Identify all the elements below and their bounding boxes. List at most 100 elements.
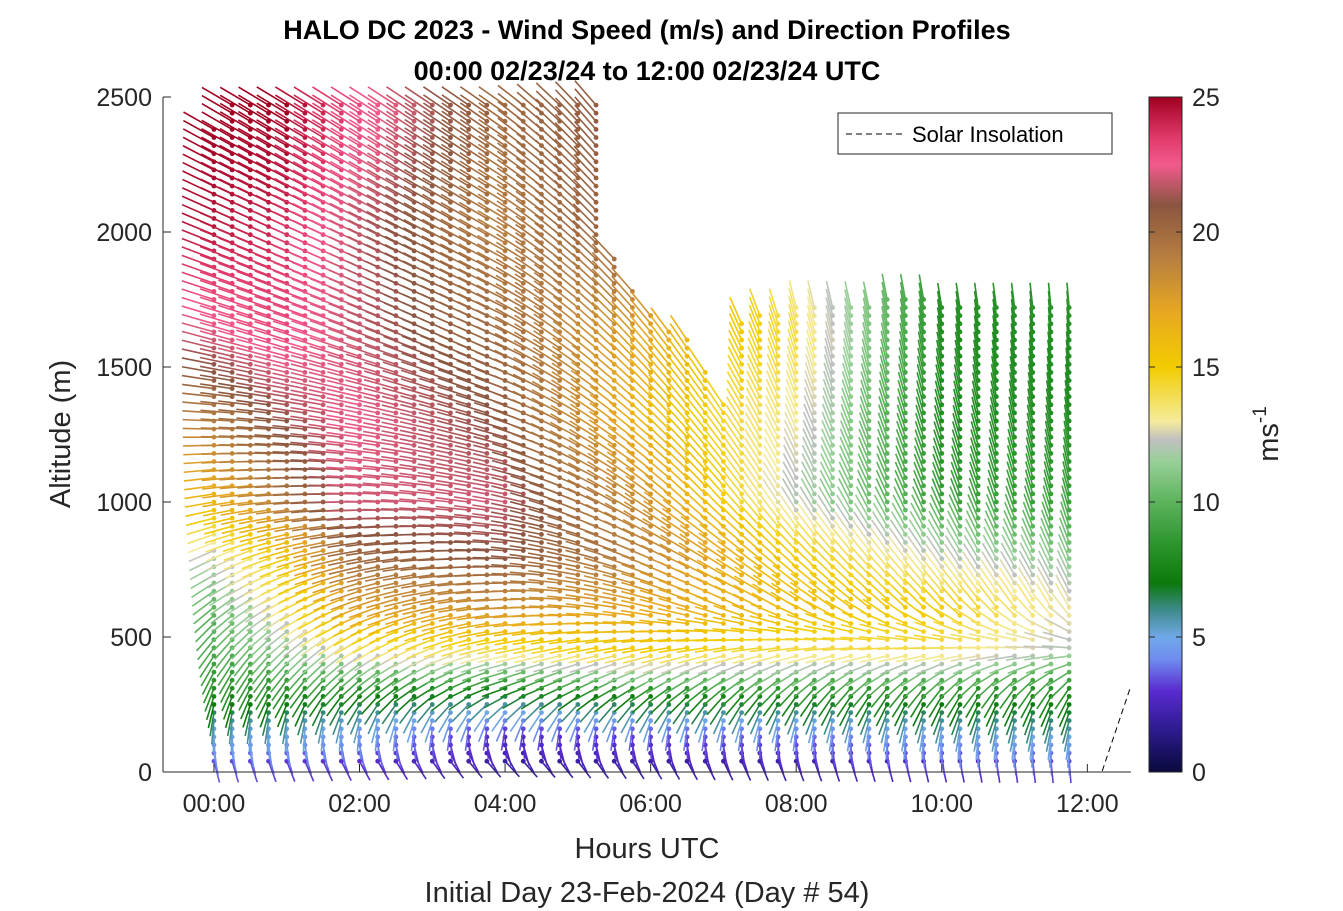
wind-barb (240, 540, 271, 552)
wind-barb (199, 321, 235, 335)
wind-barb (236, 355, 271, 367)
wind-barb (217, 347, 253, 359)
wind-barb (193, 604, 217, 625)
wind-barb (265, 637, 290, 658)
colorbar-tick-label: 20 (1192, 219, 1220, 247)
wind-barb (264, 629, 290, 650)
wind-barb (221, 515, 253, 526)
wind-barb (217, 661, 235, 686)
wind-barb (259, 564, 290, 578)
wind-barb (276, 702, 290, 728)
wind-barb (200, 383, 235, 391)
x-tick-label: 04:00 (474, 790, 537, 818)
wind-barb (199, 356, 235, 367)
wind-barb (217, 329, 253, 343)
chart-subtitle-initial-day: Initial Day 23-Feb-2024 (Day # 54) (425, 877, 870, 909)
x-tick-label: 00:00 (183, 790, 246, 818)
wind-barb (257, 532, 290, 542)
y-tick-label: 1000 (96, 489, 152, 517)
wind-barb (238, 94, 271, 116)
wind-barb (200, 391, 235, 400)
wind-barb (230, 629, 253, 651)
wind-barb (182, 392, 217, 400)
wind-barb (259, 556, 290, 569)
colorbar-label-superscript: -1 (1250, 406, 1271, 423)
wind-barb (238, 507, 271, 516)
wind-barb (202, 507, 235, 517)
wind-barb (240, 694, 253, 720)
wind-barb (236, 373, 271, 383)
colorbar-tick-label: 5 (1192, 624, 1206, 652)
wind-barb (199, 313, 235, 327)
wind-barb (185, 515, 217, 527)
wind-barb (218, 400, 253, 408)
wind-barb (211, 613, 235, 633)
wind-barb (202, 499, 235, 508)
wind-barb (218, 391, 253, 400)
wind-barb (184, 491, 217, 500)
wind-barb (222, 540, 253, 553)
x-tick-label: 06:00 (619, 790, 682, 818)
wind-barb (181, 365, 217, 375)
wind-barb (220, 507, 253, 516)
wind-barb (238, 86, 271, 108)
colorbar-tick-label: 25 (1192, 84, 1220, 112)
y-tick-label: 0 (138, 759, 152, 787)
wind-barb (205, 540, 235, 553)
y-axis-label: Altitude (m) (45, 360, 77, 508)
wind-barb (217, 321, 253, 335)
x-tick-label: 12:00 (1056, 790, 1119, 818)
wind-barb (261, 710, 271, 736)
wind-barb (199, 365, 235, 375)
wind-barb (181, 330, 217, 343)
wind-barb (259, 702, 271, 728)
wind-barb (254, 677, 271, 702)
chart-title-line2: 00:00 02/23/24 to 12:00 02/23/24 UTC (414, 56, 881, 86)
wind-barb (192, 596, 217, 616)
wind-barb (217, 338, 253, 351)
wind-barb (186, 523, 217, 536)
wind-barb (187, 532, 217, 545)
y-tick-label: 2500 (96, 84, 152, 112)
wind-barb (236, 364, 271, 375)
wind-barb (218, 669, 235, 695)
wind-barb (256, 515, 290, 524)
wind-barb (236, 408, 271, 416)
wind-barb (238, 685, 253, 711)
wind-barb (199, 330, 235, 343)
wind-barb (199, 374, 235, 383)
wind-barb (241, 556, 271, 570)
wind-barb (239, 532, 271, 543)
wind-barb (229, 621, 253, 642)
wind-barb (238, 515, 271, 525)
wind-barb (204, 685, 217, 712)
wind-barb (212, 621, 235, 642)
colorbar-tick-label: 15 (1192, 354, 1220, 382)
wind-barb (236, 338, 271, 351)
wind-barbs-layer (181, 80, 1072, 784)
wind-barb (239, 523, 271, 534)
x-tick-label: 02:00 (328, 790, 391, 818)
wind-barb (200, 661, 217, 687)
wind-barb (181, 313, 217, 327)
wind-barb (242, 702, 253, 728)
wind-barb (256, 523, 290, 533)
colorbar-tick-label: 0 (1192, 759, 1206, 787)
x-tick-label: 08:00 (765, 790, 828, 818)
colorbar-tick-label: 10 (1192, 489, 1220, 517)
wind-barb (200, 400, 235, 408)
y-tick-label: 1500 (96, 354, 152, 382)
plot-area: 00:00 02:00 04:00 06:00 08:00 10:00 12:00 0 500… (96, 80, 1132, 818)
wind-barb (203, 523, 235, 535)
wind-barb (199, 339, 235, 351)
wind-barb (218, 382, 253, 391)
wind-barb (236, 329, 271, 343)
wind-barb (223, 548, 253, 562)
legend-box: Solar Insolation (837, 112, 1113, 155)
wind-barb (199, 653, 217, 678)
wind-barb (272, 685, 290, 710)
y-tick-label: 2000 (96, 219, 152, 247)
wind-barb (246, 621, 271, 641)
wind-barb (221, 523, 253, 535)
